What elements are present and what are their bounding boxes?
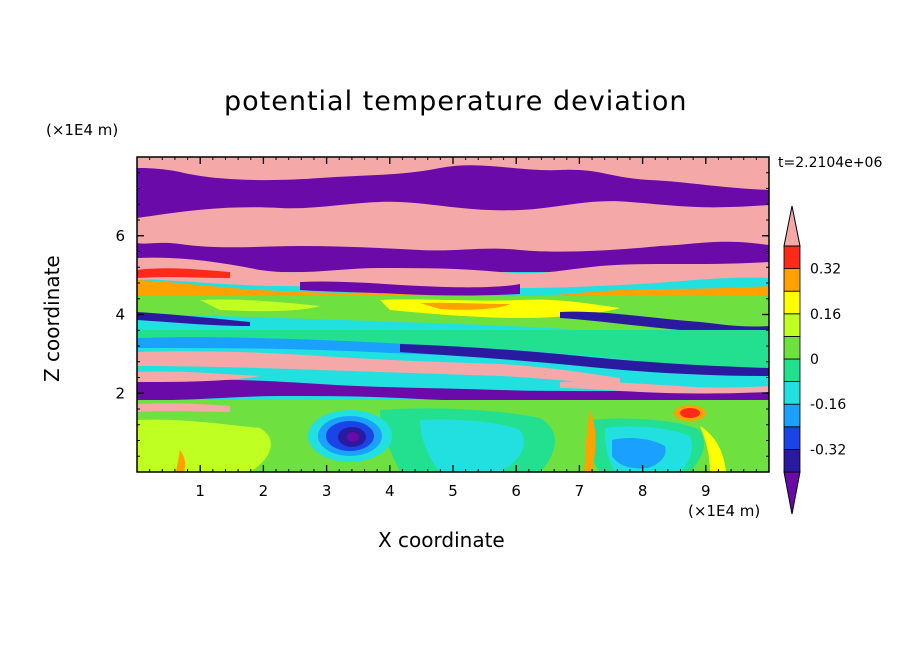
x-tick-label: 9 <box>701 482 711 500</box>
plot-axes: 1 2 3 4 5 6 7 8 9 2 4 6 <box>115 156 770 500</box>
y-tick-label: 2 <box>115 384 125 402</box>
x-tick-label: 2 <box>259 482 269 500</box>
colorbar-swatch <box>783 290 801 315</box>
x-tick-label: 8 <box>638 482 648 500</box>
colorbar-label: 0.32 <box>810 262 841 278</box>
contour-field <box>137 157 769 472</box>
x-tick-label: 4 <box>385 482 395 500</box>
x-axis-unit: (×1E4 m) <box>688 502 761 520</box>
colorbar-extend-high <box>783 205 801 247</box>
x-axis-title: X coordinate <box>378 528 505 552</box>
colorbar-swatch <box>783 426 801 450</box>
y-tick-label: 4 <box>115 306 125 324</box>
colorbar-label: 0.16 <box>810 307 841 323</box>
x-tick-label: 3 <box>322 482 332 500</box>
colorbar-swatch <box>783 335 801 360</box>
colorbar-extend-low <box>783 471 801 515</box>
colorbar-label: -0.32 <box>810 442 846 458</box>
colorbar-swatch <box>783 313 801 337</box>
colorbar-swatch <box>783 403 801 428</box>
colorbar-swatch <box>783 448 801 473</box>
colorbar-swatch <box>783 245 801 270</box>
x-tick-label: 1 <box>195 482 205 500</box>
colorbar-swatch <box>783 381 801 405</box>
time-label: t=2.2104e+06 <box>778 155 883 171</box>
y-tick-label: 6 <box>115 227 125 245</box>
y-axis-unit: (×1E4 m) <box>46 121 119 139</box>
colorbar-swatch <box>783 268 801 292</box>
x-tick-label: 7 <box>575 482 585 500</box>
colorbar-label: 0 <box>810 352 819 368</box>
colorbar: -0.32 -0.16 0 0.16 0.32 <box>783 205 846 515</box>
x-tick-label: 6 <box>511 482 521 500</box>
x-tick-label: 5 <box>448 482 458 500</box>
colorbar-label: -0.16 <box>810 397 846 413</box>
colorbar-swatch <box>783 358 801 383</box>
chart-title: potential temperature deviation <box>224 86 688 117</box>
